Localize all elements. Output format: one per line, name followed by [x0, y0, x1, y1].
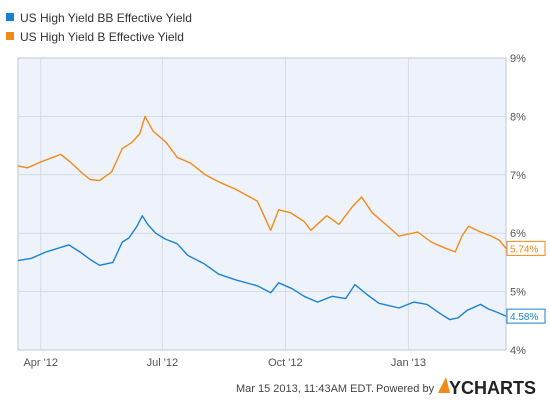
legend: US High Yield BB Effective Yield US High…: [6, 11, 192, 44]
series-lines: [17, 115, 507, 321]
footer: Mar 15 2013, 11:43AM EDT. Powered by YCH…: [236, 377, 536, 398]
footer-powered-by: Powered by: [376, 383, 435, 395]
grid: [18, 58, 506, 350]
ycharts-logo-mark-icon: [438, 377, 450, 393]
y-tick-label: 5%: [510, 287, 526, 299]
legend-swatch-b: [6, 32, 14, 40]
plot-area: [17, 57, 507, 351]
y-tick-label: 7%: [510, 170, 526, 182]
y-axis-labels: 4% 5% 6% 7% 8% 9%: [510, 53, 526, 357]
ycharts-logo-icon: [438, 377, 450, 393]
legend-label-bb: US High Yield BB Effective Yield: [20, 11, 192, 25]
y-tick-label: 8%: [510, 111, 526, 123]
series-line-1: [17, 115, 507, 253]
ycharts-brand: YCHARTS: [449, 378, 536, 398]
x-tick-label: Apr '12: [23, 357, 58, 369]
legend-swatch-bb: [6, 13, 14, 21]
y-tick-label: 6%: [510, 228, 526, 240]
series-line-0: [17, 214, 507, 321]
x-tick-label: Oct '12: [268, 357, 303, 369]
end-value-labels: 4.58% 5.74%: [506, 240, 546, 324]
x-tick-label: Jan '13: [391, 357, 426, 369]
end-value-box: [506, 308, 546, 324]
x-axis-labels: Apr '12 Jul '12 Oct '12 Jan '13: [23, 357, 425, 369]
y-tick-label: 4%: [510, 345, 526, 357]
x-tick-label: Jul '12: [147, 357, 178, 369]
end-value-label: 4.58%: [510, 312, 538, 323]
footer-timestamp: Mar 15 2013, 11:43AM EDT.: [236, 383, 374, 395]
end-value-label: 5.74%: [510, 244, 538, 255]
legend-label-b: US High Yield B Effective Yield: [20, 30, 184, 44]
y-tick-label: 9%: [510, 53, 526, 65]
end-value-box: [506, 240, 546, 256]
